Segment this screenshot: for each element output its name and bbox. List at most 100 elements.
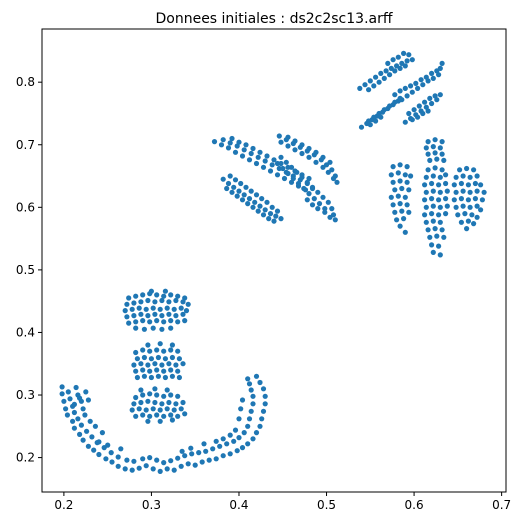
data-point bbox=[238, 180, 244, 187]
data-point bbox=[362, 82, 368, 88]
data-point bbox=[173, 362, 179, 368]
data-point bbox=[239, 397, 246, 403]
data-point bbox=[460, 173, 466, 179]
data-point bbox=[109, 459, 115, 465]
data-point bbox=[315, 206, 321, 212]
data-point bbox=[357, 85, 363, 91]
data-point bbox=[313, 149, 319, 155]
data-point bbox=[245, 423, 251, 429]
data-point bbox=[443, 180, 449, 187]
data-point bbox=[478, 207, 484, 213]
data-point bbox=[220, 453, 226, 459]
data-point bbox=[373, 118, 379, 124]
data-point bbox=[129, 467, 135, 473]
data-point bbox=[399, 185, 405, 192]
data-point bbox=[430, 173, 436, 179]
data-point bbox=[71, 409, 77, 416]
data-point bbox=[378, 70, 384, 76]
data-point bbox=[140, 456, 146, 462]
data-point bbox=[168, 412, 174, 418]
data-point bbox=[465, 197, 471, 203]
data-point bbox=[267, 211, 274, 217]
data-point bbox=[264, 199, 270, 205]
data-point bbox=[169, 342, 175, 348]
data-point bbox=[150, 406, 156, 412]
data-point bbox=[404, 179, 410, 185]
data-point bbox=[161, 348, 167, 354]
data-point bbox=[224, 441, 230, 447]
data-point bbox=[164, 406, 170, 412]
data-point bbox=[278, 139, 284, 145]
data-point bbox=[138, 299, 144, 305]
data-point bbox=[159, 297, 165, 304]
data-point bbox=[478, 182, 484, 188]
data-point bbox=[283, 159, 289, 165]
data-point bbox=[427, 157, 433, 163]
data-point bbox=[220, 436, 226, 442]
data-point bbox=[150, 325, 156, 331]
data-point bbox=[458, 219, 464, 225]
data-point bbox=[248, 408, 254, 414]
data-point bbox=[178, 406, 184, 412]
data-point bbox=[467, 174, 473, 180]
data-point bbox=[168, 325, 174, 331]
data-point bbox=[437, 145, 443, 151]
data-point bbox=[224, 185, 230, 192]
data-point bbox=[166, 299, 172, 305]
data-point bbox=[474, 203, 480, 209]
data-point bbox=[171, 467, 177, 473]
data-point bbox=[213, 456, 219, 462]
chart-title: Donnees initiales : ds2c2sc13.arff bbox=[155, 11, 392, 27]
data-point bbox=[260, 408, 267, 414]
data-point bbox=[409, 117, 415, 123]
data-point bbox=[397, 223, 403, 229]
data-point bbox=[274, 172, 281, 178]
data-point bbox=[285, 170, 291, 177]
x-tick-label: 0.2 bbox=[54, 498, 73, 512]
data-point bbox=[59, 384, 65, 390]
data-point bbox=[425, 139, 431, 145]
data-point bbox=[280, 165, 286, 172]
data-point bbox=[409, 89, 415, 95]
data-point bbox=[161, 368, 167, 374]
data-point bbox=[133, 349, 139, 356]
data-point bbox=[176, 374, 182, 381]
data-point bbox=[266, 216, 272, 222]
data-point bbox=[192, 462, 198, 468]
data-point bbox=[330, 175, 337, 182]
data-point bbox=[169, 354, 175, 361]
data-point bbox=[430, 144, 436, 150]
data-point bbox=[451, 197, 457, 203]
data-point bbox=[129, 407, 135, 413]
data-point bbox=[269, 204, 275, 210]
data-point bbox=[439, 151, 445, 157]
data-point bbox=[436, 72, 442, 78]
data-point bbox=[82, 412, 88, 418]
data-point bbox=[472, 196, 478, 202]
data-point bbox=[141, 354, 147, 361]
data-point bbox=[322, 206, 328, 212]
data-point bbox=[147, 413, 153, 419]
data-point bbox=[173, 401, 179, 407]
data-point bbox=[96, 439, 102, 445]
data-point bbox=[134, 374, 140, 381]
data-point bbox=[262, 401, 268, 407]
data-point bbox=[373, 74, 379, 80]
y-axis: 0.2 0.3 0.4 0.5 0.6 0.7 0.8 bbox=[16, 75, 42, 465]
data-point bbox=[425, 151, 431, 157]
data-point bbox=[390, 57, 396, 63]
y-tick-label: 0.6 bbox=[16, 200, 35, 214]
data-point bbox=[397, 178, 403, 184]
data-point bbox=[376, 79, 382, 85]
y-tick-label: 0.8 bbox=[16, 75, 35, 89]
data-point bbox=[178, 463, 184, 469]
data-point bbox=[358, 124, 365, 130]
data-point bbox=[133, 413, 139, 419]
data-point bbox=[437, 92, 443, 98]
data-point bbox=[437, 219, 443, 225]
data-point bbox=[136, 305, 142, 311]
data-point bbox=[423, 204, 429, 210]
data-point bbox=[250, 204, 256, 210]
data-point bbox=[481, 189, 487, 195]
